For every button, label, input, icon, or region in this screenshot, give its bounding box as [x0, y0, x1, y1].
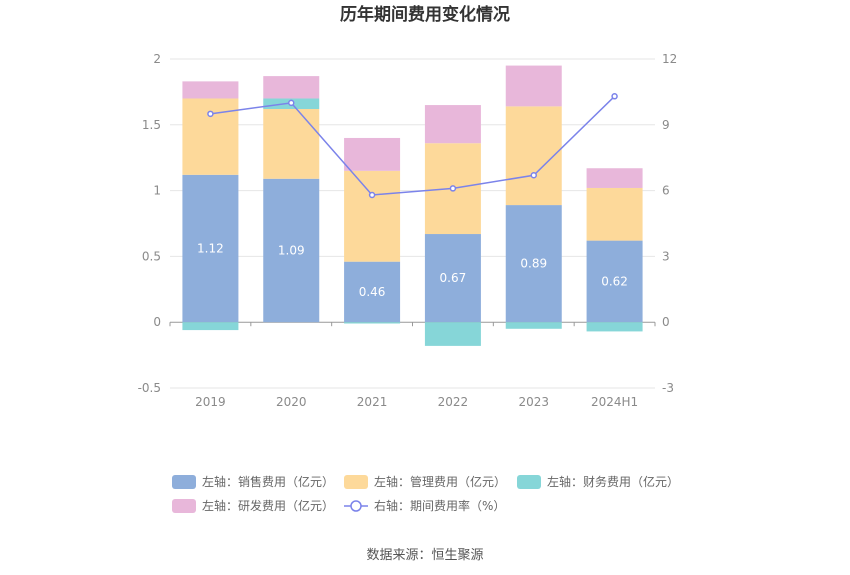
bar-3: [182, 81, 239, 99]
x-tick-label: 2022: [438, 395, 469, 409]
rate-point: [611, 93, 618, 100]
right-tick-label: 0: [662, 315, 670, 329]
legend-swatch: [172, 499, 196, 513]
bar-1: [344, 170, 401, 262]
x-tick-label: 2023: [518, 395, 549, 409]
bar-1: [263, 109, 320, 179]
x-tick-label: 2021: [357, 395, 388, 409]
legend-swatch: [172, 475, 196, 489]
bar-value-label: 0.46: [359, 285, 386, 299]
bar-3: [586, 168, 643, 188]
bar-3: [263, 76, 320, 99]
left-tick-label: 1: [153, 184, 161, 198]
chart-title: 历年期间费用变化情况: [340, 4, 510, 25]
bar-1: [586, 187, 643, 241]
left-tick-label: 2: [153, 52, 161, 66]
legend-label: 左轴：管理费用（亿元）: [374, 474, 506, 489]
left-tick-label: 1.5: [142, 118, 161, 132]
left-axis: -0.5 0 0.5 1 1.5 2: [138, 52, 161, 395]
rate-line: [207, 93, 618, 199]
legend-swatch: [517, 475, 541, 489]
rate-point: [207, 110, 214, 118]
right-axis: -3 0 3 6 9 12: [662, 52, 677, 395]
source-text: 数据来源：恒生聚源: [366, 548, 483, 563]
bar-value-label: 0.67: [440, 271, 467, 285]
bar-1: [182, 98, 239, 175]
bars: [182, 65, 643, 346]
bar-0: [344, 261, 401, 323]
rate-point: [368, 191, 376, 199]
rate-point: [449, 185, 457, 192]
bar-2: [424, 322, 481, 346]
right-tick-label: 12: [662, 52, 677, 66]
bar-0: [424, 234, 481, 323]
bar-0: [182, 174, 239, 323]
x-axis: 2019 2020 2021 2022 2023 2024H1: [195, 395, 638, 409]
bar-3: [505, 65, 562, 107]
bar-1: [505, 106, 562, 206]
legend-label: 左轴：财务费用（亿元）: [547, 474, 679, 489]
right-tick-label: 3: [662, 249, 670, 263]
left-tick-label: 0: [153, 315, 161, 329]
bar-3: [344, 137, 401, 171]
bar-value-label: 0.89: [520, 257, 547, 271]
legend: 左轴：销售费用（亿元） 左轴：管理费用（亿元） 左轴：财务费用（亿元） 左轴：研发费用…: [172, 474, 679, 513]
rate-point: [530, 171, 537, 179]
bar-0: [505, 205, 562, 323]
left-tick-label: -0.5: [138, 381, 161, 395]
bar-labels: 1.12 1.09 0.46 0.67 0.89 0.62: [197, 242, 628, 299]
bar-2: [505, 322, 562, 329]
legend-label: 右轴：期间费用率（%）: [374, 498, 505, 513]
left-tick-label: 0.5: [142, 249, 161, 263]
rate-point: [288, 99, 295, 107]
legend-swatch: [344, 475, 368, 489]
bar-value-label: 1.09: [278, 243, 305, 257]
bar-2: [182, 322, 239, 331]
rate-line-path: [210, 95, 616, 196]
right-tick-label: 6: [662, 184, 670, 198]
legend-label: 左轴：销售费用（亿元）: [202, 474, 334, 489]
x-tick-label: 2019: [195, 395, 226, 409]
x-tick-label: 2024H1: [591, 395, 638, 409]
legend-label: 左轴：研发费用（亿元）: [202, 498, 334, 513]
bar-0: [586, 240, 643, 323]
bar-2: [344, 322, 401, 324]
right-tick-label: -3: [662, 381, 674, 395]
right-tick-label: 9: [662, 118, 670, 132]
legend-marker: [350, 500, 362, 512]
x-tick-label: 2020: [276, 395, 307, 409]
bar-3: [424, 105, 481, 144]
bar-value-label: 0.62: [601, 274, 628, 288]
bar-0: [263, 178, 320, 323]
grid: [169, 58, 656, 389]
bar-2: [586, 322, 643, 332]
bar-value-label: 1.12: [197, 242, 224, 256]
